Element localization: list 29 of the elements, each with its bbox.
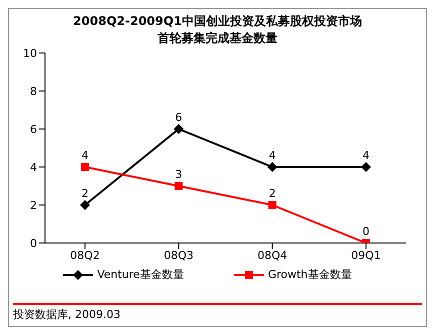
data-label: 6 [175,111,182,124]
point [267,162,278,172]
chart-title: 2008Q2-2009Q1中国创业投资及私募股权投资市场首轮募集完成基金数量 [72,13,363,47]
legend-label: Venture基金数量 [97,267,184,282]
data-label: 3 [175,168,182,181]
y-tick-label: 6 [30,122,37,136]
data-label: 4 [82,149,88,162]
x-tick-label: 09Q1 [351,248,381,262]
point [81,163,89,171]
data-label: 4 [268,149,276,162]
legend-label: Growth基金数量 [268,267,352,282]
y-tick-label: 2 [30,198,37,212]
data-label: 2 [82,187,88,200]
point [361,162,371,172]
x-tick-label: 08Q3 [164,248,194,262]
x-tick-label: 08Q4 [258,248,288,262]
x-tick-label: 08Q2 [70,248,100,262]
data-label: 0 [362,225,370,238]
point [174,182,183,190]
y-tick-label: 8 [30,84,37,98]
y-tick-label: 4 [30,160,37,174]
y-tick-label: 0 [30,236,37,250]
data-label: 2 [268,187,276,200]
data-label: 4 [362,149,370,162]
y-tick-label: 10 [23,46,37,60]
text: 投资数据库, 2009.03 [13,308,120,321]
point [174,124,184,134]
point [80,200,90,210]
point [268,201,276,209]
